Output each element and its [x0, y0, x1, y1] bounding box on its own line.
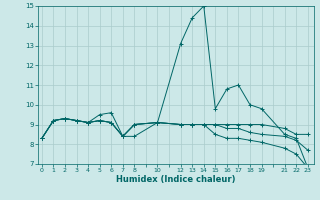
X-axis label: Humidex (Indice chaleur): Humidex (Indice chaleur)	[116, 175, 236, 184]
